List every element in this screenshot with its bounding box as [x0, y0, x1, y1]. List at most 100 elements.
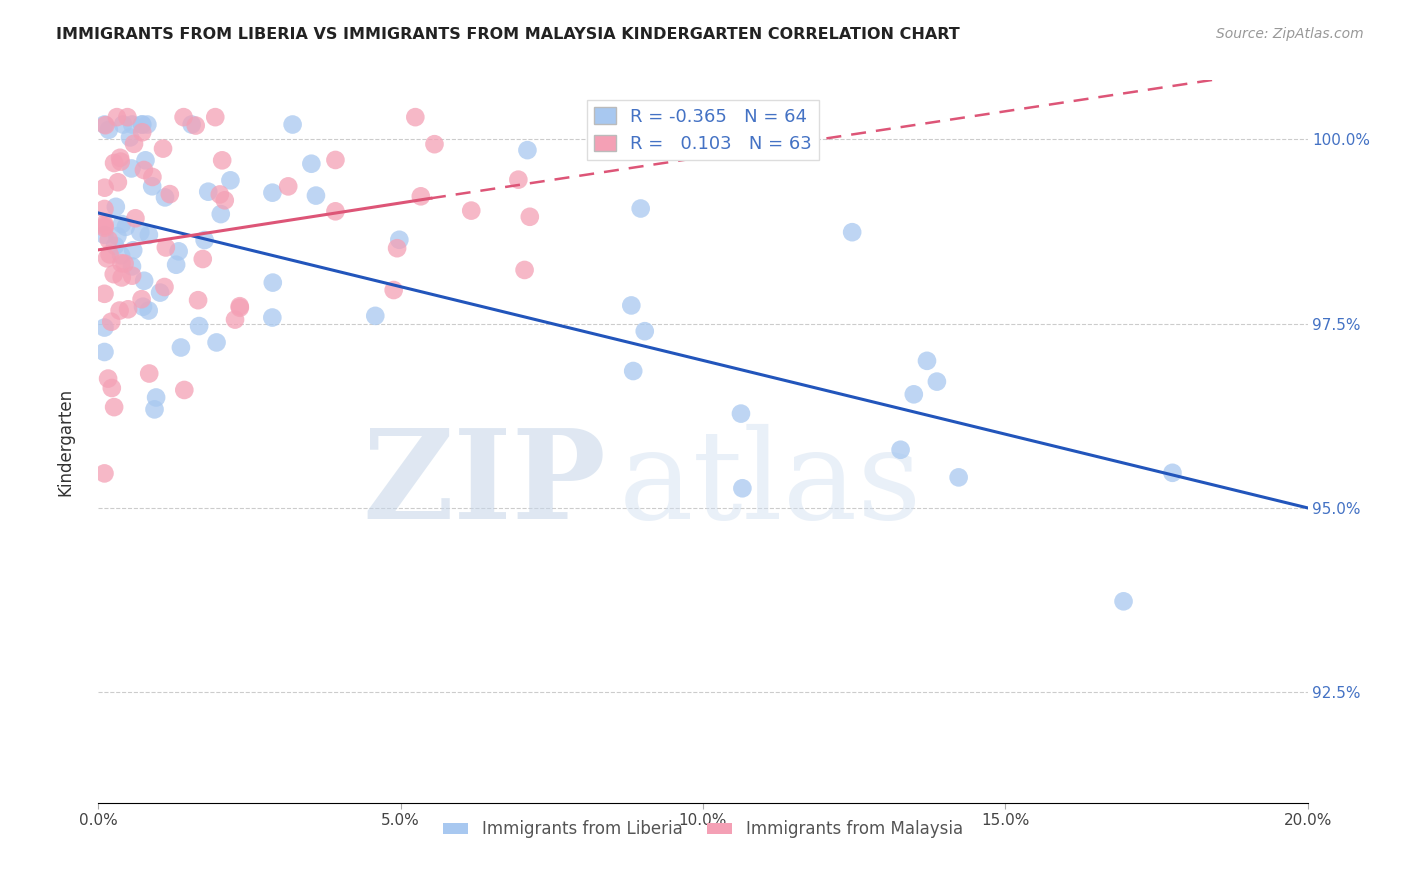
- Point: [131, 292, 153, 306]
- Point: [167, 244, 190, 259]
- Text: atlas: atlas: [619, 425, 922, 545]
- Point: [153, 280, 176, 294]
- Y-axis label: Kindergarten: Kindergarten: [56, 387, 75, 496]
- Point: [93, 227, 115, 242]
- Point: [111, 217, 134, 231]
- Point: [132, 163, 155, 178]
- Legend: Immigrants from Liberia, Immigrants from Malaysia: Immigrants from Liberia, Immigrants from…: [436, 814, 970, 845]
- Point: [121, 161, 143, 176]
- Point: [114, 257, 136, 271]
- Point: [948, 470, 970, 484]
- Point: [191, 252, 214, 266]
- Point: [118, 130, 141, 145]
- Point: [138, 367, 160, 381]
- Point: [122, 244, 145, 258]
- Point: [1112, 594, 1135, 608]
- Point: [117, 110, 139, 124]
- Point: [903, 387, 925, 401]
- Point: [208, 187, 231, 202]
- Point: [730, 407, 752, 421]
- Point: [385, 241, 408, 255]
- Point: [141, 179, 163, 194]
- Point: [620, 298, 643, 312]
- Point: [131, 118, 153, 132]
- Point: [281, 118, 304, 132]
- Point: [121, 260, 143, 274]
- Point: [108, 151, 131, 165]
- Point: [890, 442, 912, 457]
- Point: [129, 225, 152, 239]
- Point: [110, 154, 132, 169]
- Point: [224, 312, 246, 326]
- Point: [103, 400, 125, 414]
- Point: [93, 217, 115, 231]
- Point: [634, 324, 657, 338]
- Point: [143, 402, 166, 417]
- Point: [141, 169, 163, 184]
- Point: [131, 118, 153, 132]
- Point: [188, 319, 211, 334]
- Point: [460, 203, 482, 218]
- Point: [112, 118, 135, 132]
- Point: [382, 283, 405, 297]
- Point: [104, 200, 127, 214]
- Point: [121, 118, 143, 132]
- Point: [325, 153, 347, 167]
- Point: [122, 136, 145, 151]
- Point: [110, 256, 132, 270]
- Point: [98, 247, 121, 261]
- Point: [214, 194, 236, 208]
- Point: [149, 285, 172, 300]
- Point: [299, 157, 322, 171]
- Point: [94, 118, 117, 132]
- Point: [197, 185, 219, 199]
- Point: [404, 110, 426, 124]
- Point: [101, 381, 124, 395]
- Point: [262, 276, 284, 290]
- Point: [170, 341, 193, 355]
- Point: [93, 219, 115, 234]
- Point: [187, 293, 209, 308]
- Point: [205, 335, 228, 350]
- Point: [184, 119, 207, 133]
- Point: [621, 364, 644, 378]
- Point: [97, 233, 120, 247]
- Point: [93, 180, 115, 194]
- Point: [97, 371, 120, 385]
- Point: [136, 118, 159, 132]
- Point: [104, 239, 127, 253]
- Point: [423, 137, 446, 152]
- Point: [103, 156, 125, 170]
- Point: [508, 172, 530, 186]
- Point: [107, 175, 129, 189]
- Point: [124, 211, 146, 226]
- Point: [111, 270, 134, 285]
- Point: [229, 299, 252, 313]
- Point: [388, 233, 411, 247]
- Point: [165, 258, 187, 272]
- Point: [173, 110, 195, 124]
- Point: [138, 227, 160, 242]
- Point: [155, 240, 177, 254]
- Point: [93, 467, 115, 481]
- Point: [159, 187, 181, 202]
- Point: [93, 320, 115, 334]
- Point: [277, 179, 299, 194]
- Point: [364, 309, 387, 323]
- Point: [134, 274, 156, 288]
- Point: [117, 302, 139, 317]
- Point: [731, 481, 754, 495]
- Point: [262, 186, 284, 200]
- Point: [153, 190, 176, 204]
- Text: Source: ZipAtlas.com: Source: ZipAtlas.com: [1216, 27, 1364, 41]
- Point: [409, 189, 432, 203]
- Point: [93, 220, 115, 235]
- Point: [229, 301, 252, 315]
- Point: [121, 268, 143, 283]
- Point: [516, 143, 538, 157]
- Point: [841, 225, 863, 239]
- Text: ZIP: ZIP: [363, 425, 606, 545]
- Point: [97, 123, 120, 137]
- Point: [114, 219, 136, 234]
- Point: [100, 315, 122, 329]
